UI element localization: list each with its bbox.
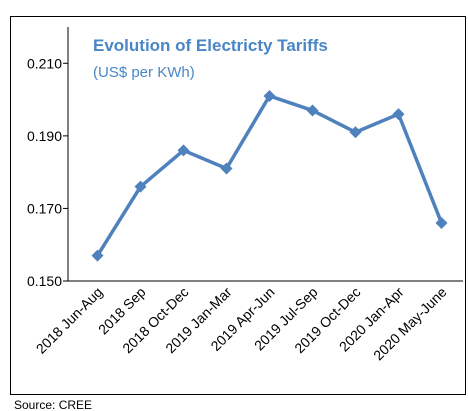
x-tick-label: 2018 Jun-Aug — [33, 284, 106, 357]
marker — [392, 108, 405, 121]
frame — [10, 16, 466, 395]
marker — [263, 89, 276, 102]
x-tick-label: 2020 May-June — [370, 284, 450, 364]
marker — [306, 104, 319, 117]
source: Source: CREE — [14, 398, 92, 411]
marker — [220, 162, 233, 175]
marker — [177, 144, 190, 157]
chart-subtitle: (US$ per KWh) — [93, 64, 195, 81]
series-line — [96, 94, 444, 257]
y-tick-label: 0.210 — [27, 55, 62, 71]
marker — [349, 126, 362, 139]
chart-title: Evolution of Electricty Tariffs — [93, 36, 328, 55]
y-tick-label: 0.190 — [27, 128, 62, 144]
y-tick-label: 0.170 — [27, 200, 62, 216]
marker — [435, 216, 448, 229]
y-tick-label: 0.150 — [27, 273, 62, 289]
marker — [134, 180, 147, 193]
marker — [91, 249, 104, 262]
